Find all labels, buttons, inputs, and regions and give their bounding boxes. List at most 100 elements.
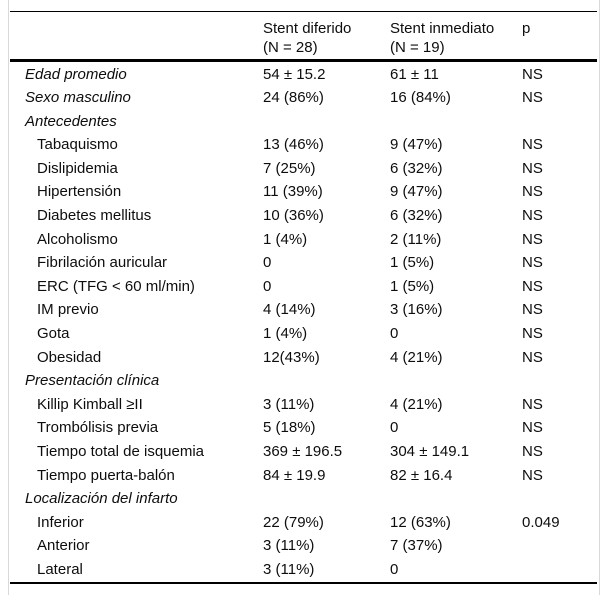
value-deferred-stent: 3 (11%) xyxy=(263,560,315,578)
p-value xyxy=(522,110,597,134)
table-row: Obesidad 12(43%) 4 (21%) NS xyxy=(10,346,597,370)
header-immediate-n: (N = 19) xyxy=(390,39,445,56)
value-immediate-stent: 9 (47%) xyxy=(390,183,443,201)
value-immediate-stent xyxy=(390,110,522,134)
p-value: NS xyxy=(522,348,543,366)
value-immediate-stent: 16 (84%) xyxy=(390,89,451,107)
value-deferred-stent: 3 (11%) xyxy=(263,395,315,413)
table-row: Dislipidemia 7 (25%) 6 (32%) NS xyxy=(10,157,597,181)
p-value xyxy=(522,487,597,511)
p-value: NS xyxy=(522,183,543,201)
table-header: Stent diferido (N = 28) Stent inmediato … xyxy=(10,12,597,62)
value-immediate-stent xyxy=(390,487,522,511)
value-deferred-stent: 4 (14%) xyxy=(263,301,316,319)
value-immediate-stent: 6 (32%) xyxy=(390,207,443,225)
row-label: Tiempo total de isquemia xyxy=(37,443,205,460)
row-label: ERC (TFG < 60 ml/min) xyxy=(37,277,195,295)
row-label: Alcoholismo xyxy=(37,230,118,248)
value-deferred-stent: 369 ± 196.5 xyxy=(263,443,343,460)
table-row: Antecedentes xyxy=(10,110,597,134)
value-immediate-stent: 2 (11%) xyxy=(390,230,442,248)
p-value: NS xyxy=(522,254,543,272)
table-row: Trombólisis previa 5 (18%) 0 NS xyxy=(10,416,597,440)
value-deferred-stent: 1 (4%) xyxy=(263,325,308,343)
row-label: IM previo xyxy=(37,301,99,319)
value-deferred-stent: 54 ± 15.2 xyxy=(263,65,326,83)
header-immediate-title: Stent inmediato xyxy=(390,20,495,37)
header-empty-cell xyxy=(10,19,263,59)
row-label: Tiempo puerta-balón xyxy=(37,466,175,484)
header-deferred-n: (N = 28) xyxy=(263,39,318,56)
row-label: Antecedentes xyxy=(25,112,117,130)
table-row: Anterior 3 (11%) 7 (37%) xyxy=(10,534,597,558)
p-value: NS xyxy=(522,277,543,295)
p-value: NS xyxy=(522,230,543,248)
p-value: NS xyxy=(522,136,543,154)
value-immediate-stent: 12 (63%) xyxy=(390,513,451,531)
row-label: Killip Kimball ≥II xyxy=(37,395,143,413)
p-value: NS xyxy=(522,159,543,177)
p-value xyxy=(522,534,597,558)
value-immediate-stent xyxy=(390,369,522,393)
table-row: Lateral 3 (11%) 0 xyxy=(10,558,597,582)
value-deferred-stent: 24 (86%) xyxy=(263,89,324,107)
row-label: Inferior xyxy=(37,513,84,531)
row-label: Lateral xyxy=(37,560,83,578)
value-immediate-stent: 1 (5%) xyxy=(390,277,435,295)
scan-edge-right xyxy=(599,0,600,595)
value-immediate-stent: 6 (32%) xyxy=(390,159,443,177)
table-row: Sexo masculino 24 (86%) 16 (84%) NS xyxy=(10,86,597,110)
value-immediate-stent: 0 xyxy=(390,325,399,343)
row-label: Localización del infarto xyxy=(25,490,178,508)
p-value: NS xyxy=(522,89,543,107)
table-row: Inferior 22 (79%) 12 (63%) 0.049 xyxy=(10,511,597,535)
value-deferred-stent: 1 (4%) xyxy=(263,230,308,248)
p-value: NS xyxy=(522,466,543,484)
value-deferred-stent: 11 (39%) xyxy=(263,183,323,201)
p-value: NS xyxy=(522,65,543,83)
value-deferred-stent: 22 (79%) xyxy=(263,513,324,531)
table-row: Tiempo total de isquemia 369 ± 196.5 304… xyxy=(10,440,597,464)
table-row: ERC (TFG < 60 ml/min) 0 1 (5%) NS xyxy=(10,275,597,299)
row-label: Edad promedio xyxy=(25,65,127,83)
p-value: NS xyxy=(522,207,543,225)
p-value: NS xyxy=(522,443,543,460)
value-deferred-stent: 84 ± 19.9 xyxy=(263,466,326,484)
value-deferred-stent: 0 xyxy=(263,254,272,272)
value-immediate-stent: 304 ± 149.1 xyxy=(390,443,470,460)
row-label: Obesidad xyxy=(37,348,102,366)
table-row: Tiempo puerta-balón 84 ± 19.9 82 ± 16.4 … xyxy=(10,464,597,488)
table-row: Gota 1 (4%) 0 NS xyxy=(10,322,597,346)
row-label: Diabetes mellitus xyxy=(37,207,152,225)
table-row: Diabetes mellitus 10 (36%) 6 (32%) NS xyxy=(10,204,597,228)
value-immediate-stent: 1 (5%) xyxy=(390,254,435,272)
value-deferred-stent: 12(43%) xyxy=(263,348,320,366)
value-deferred-stent: 3 (11%) xyxy=(263,537,315,555)
value-immediate-stent: 4 (21%) xyxy=(390,348,443,366)
row-label: Dislipidemia xyxy=(37,159,118,177)
table-body: Edad promedio 54 ± 15.2 61 ± 11 NS Sexo … xyxy=(10,62,597,584)
value-deferred-stent: 7 (25%) xyxy=(263,159,316,177)
value-deferred-stent: 13 (46%) xyxy=(263,136,324,154)
table-row: Tabaquismo 13 (46%) 9 (47%) NS xyxy=(10,133,597,157)
p-value xyxy=(522,369,597,393)
p-value: NS xyxy=(522,301,543,319)
row-label: Presentación clínica xyxy=(25,372,160,390)
value-immediate-stent: 3 (16%) xyxy=(390,301,443,319)
p-value: NS xyxy=(522,419,543,437)
value-deferred-stent xyxy=(263,369,390,393)
scan-edge-left xyxy=(8,0,9,595)
row-label: Fibrilación auricular xyxy=(37,254,168,272)
table-row: Killip Kimball ≥II 3 (11%) 4 (21%) NS xyxy=(10,393,597,417)
table-row: Hipertensión 11 (39%) 9 (47%) NS xyxy=(10,180,597,204)
p-value: NS xyxy=(522,395,543,413)
value-immediate-stent: 0 xyxy=(390,419,399,437)
table-row: Alcoholismo 1 (4%) 2 (11%) NS xyxy=(10,228,597,252)
p-value: 0.049 xyxy=(522,513,560,531)
value-immediate-stent: 9 (47%) xyxy=(390,136,443,154)
header-deferred-title: Stent diferido xyxy=(263,20,352,37)
comparison-table: Stent diferido (N = 28) Stent inmediato … xyxy=(10,11,597,584)
row-label: Sexo masculino xyxy=(25,89,131,107)
value-deferred-stent xyxy=(263,110,390,134)
